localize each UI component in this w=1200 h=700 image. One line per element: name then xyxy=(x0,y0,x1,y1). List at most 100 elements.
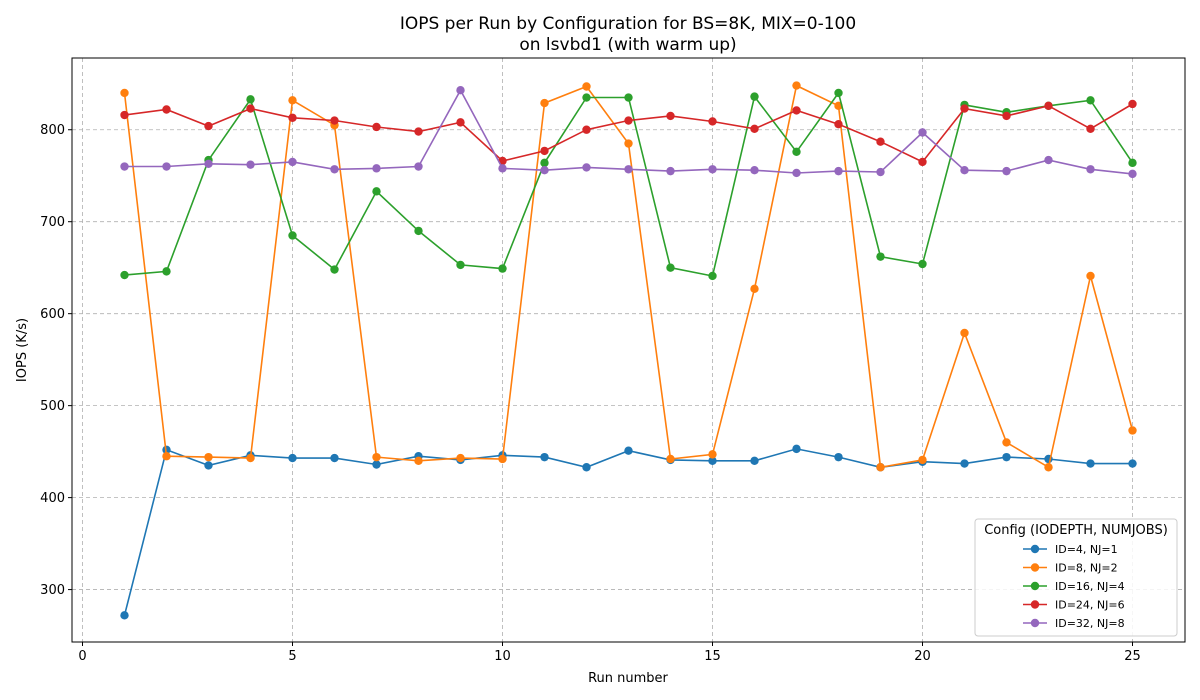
data-point xyxy=(834,88,843,98)
y-tick-label: 500 xyxy=(40,399,65,414)
data-point xyxy=(708,450,717,459)
legend-label: ID=4, NJ=1 xyxy=(1055,543,1118,556)
data-point xyxy=(708,271,717,281)
legend-label: ID=16, NJ=4 xyxy=(1055,580,1125,593)
x-tick-label: 5 xyxy=(288,649,296,664)
data-point xyxy=(1086,96,1095,105)
data-point xyxy=(540,166,549,175)
data-point xyxy=(456,118,465,127)
plot-area-frame xyxy=(71,57,1186,643)
data-point xyxy=(918,259,927,269)
data-point xyxy=(708,456,717,466)
data-point xyxy=(1002,166,1011,176)
legend-item: ID=8, NJ=2 xyxy=(1023,562,1118,575)
y-tick-label: 300 xyxy=(40,583,65,598)
data-point xyxy=(960,166,969,175)
data-point xyxy=(666,111,675,121)
x-axis-label: Run number xyxy=(588,671,668,686)
data-point xyxy=(876,463,885,472)
data-point xyxy=(120,270,129,280)
legend-marker xyxy=(1030,600,1040,609)
data-point xyxy=(120,162,129,171)
data-point xyxy=(288,157,297,167)
axis-ticks: 0 5 10 15 20 25 300 400 500 600 700 800 xyxy=(40,123,1141,664)
data-point xyxy=(1044,155,1053,165)
data-point xyxy=(162,452,171,461)
legend-marker xyxy=(1030,544,1040,554)
x-tick-label: 20 xyxy=(914,649,931,664)
legend-marker xyxy=(1030,581,1040,591)
data-point xyxy=(288,113,297,122)
data-point xyxy=(456,85,465,95)
data-point xyxy=(540,158,549,168)
y-tick-label: 600 xyxy=(40,307,65,322)
data-point xyxy=(120,88,129,98)
chart-title-line1: IOPS per Run by Configuration for BS=8K,… xyxy=(400,14,856,34)
data-point xyxy=(750,284,759,294)
data-point xyxy=(582,163,591,172)
data-point xyxy=(666,454,675,464)
legend: Config (IODEPTH, NUMJOBS) ID=4, NJ=1 ID=8… xyxy=(974,518,1178,637)
data-point xyxy=(1086,271,1095,281)
y-axis-label: IOPS (K/s) xyxy=(15,318,30,382)
data-point xyxy=(204,159,213,168)
data-point xyxy=(372,164,381,173)
y-tick-label: 800 xyxy=(40,123,65,138)
data-point xyxy=(750,166,759,175)
chart-title-line2: on lsvbd1 (with warm up) xyxy=(519,35,736,55)
data-point xyxy=(582,93,591,102)
data-point xyxy=(750,456,759,466)
data-point xyxy=(204,121,213,131)
legend-item: ID=32, NJ=8 xyxy=(1023,617,1125,630)
legend-item: ID=16, NJ=4 xyxy=(1023,580,1125,593)
data-point xyxy=(1128,99,1137,109)
data-point xyxy=(834,120,843,129)
data-point xyxy=(918,455,927,465)
data-point xyxy=(330,265,339,274)
data-point xyxy=(1002,438,1011,447)
data-point xyxy=(876,167,885,177)
data-point xyxy=(792,147,801,157)
data-point xyxy=(918,157,927,167)
data-point xyxy=(372,452,381,462)
grid-lines xyxy=(72,58,1185,642)
data-point xyxy=(498,264,507,273)
series-5 xyxy=(120,85,1137,179)
data-point xyxy=(414,127,423,136)
data-point xyxy=(540,98,549,108)
x-tick-label: 0 xyxy=(78,649,86,664)
legend-item: ID=4, NJ=1 xyxy=(1023,543,1118,556)
series-4 xyxy=(120,99,1137,167)
data-point xyxy=(330,165,339,174)
data-point xyxy=(834,166,843,176)
legend-marker xyxy=(1030,618,1040,628)
data-point xyxy=(750,124,759,134)
data-point xyxy=(792,106,801,115)
data-point xyxy=(834,452,843,462)
data-point xyxy=(666,166,675,176)
data-point xyxy=(876,137,885,146)
series-layer xyxy=(120,81,1137,620)
data-point xyxy=(960,104,969,113)
data-point xyxy=(582,82,591,91)
data-point xyxy=(960,328,969,338)
data-point xyxy=(204,452,213,462)
x-tick-label: 10 xyxy=(494,649,511,664)
data-point xyxy=(498,164,507,173)
data-point xyxy=(1086,459,1095,468)
y-tick-label: 400 xyxy=(40,491,65,506)
legend-marker xyxy=(1030,563,1040,572)
data-point xyxy=(582,463,591,472)
data-point xyxy=(372,122,381,132)
data-point xyxy=(414,456,423,466)
legend-items: ID=4, NJ=1 ID=8, NJ=2 ID=16, NJ=4 ID=24, NJ… xyxy=(1023,543,1125,630)
data-point xyxy=(666,263,675,272)
data-point xyxy=(246,160,255,169)
data-point xyxy=(1128,426,1137,435)
data-point xyxy=(1002,452,1011,462)
data-point xyxy=(246,104,255,113)
data-point xyxy=(792,81,801,90)
data-point xyxy=(918,128,927,137)
data-point xyxy=(1086,124,1095,134)
